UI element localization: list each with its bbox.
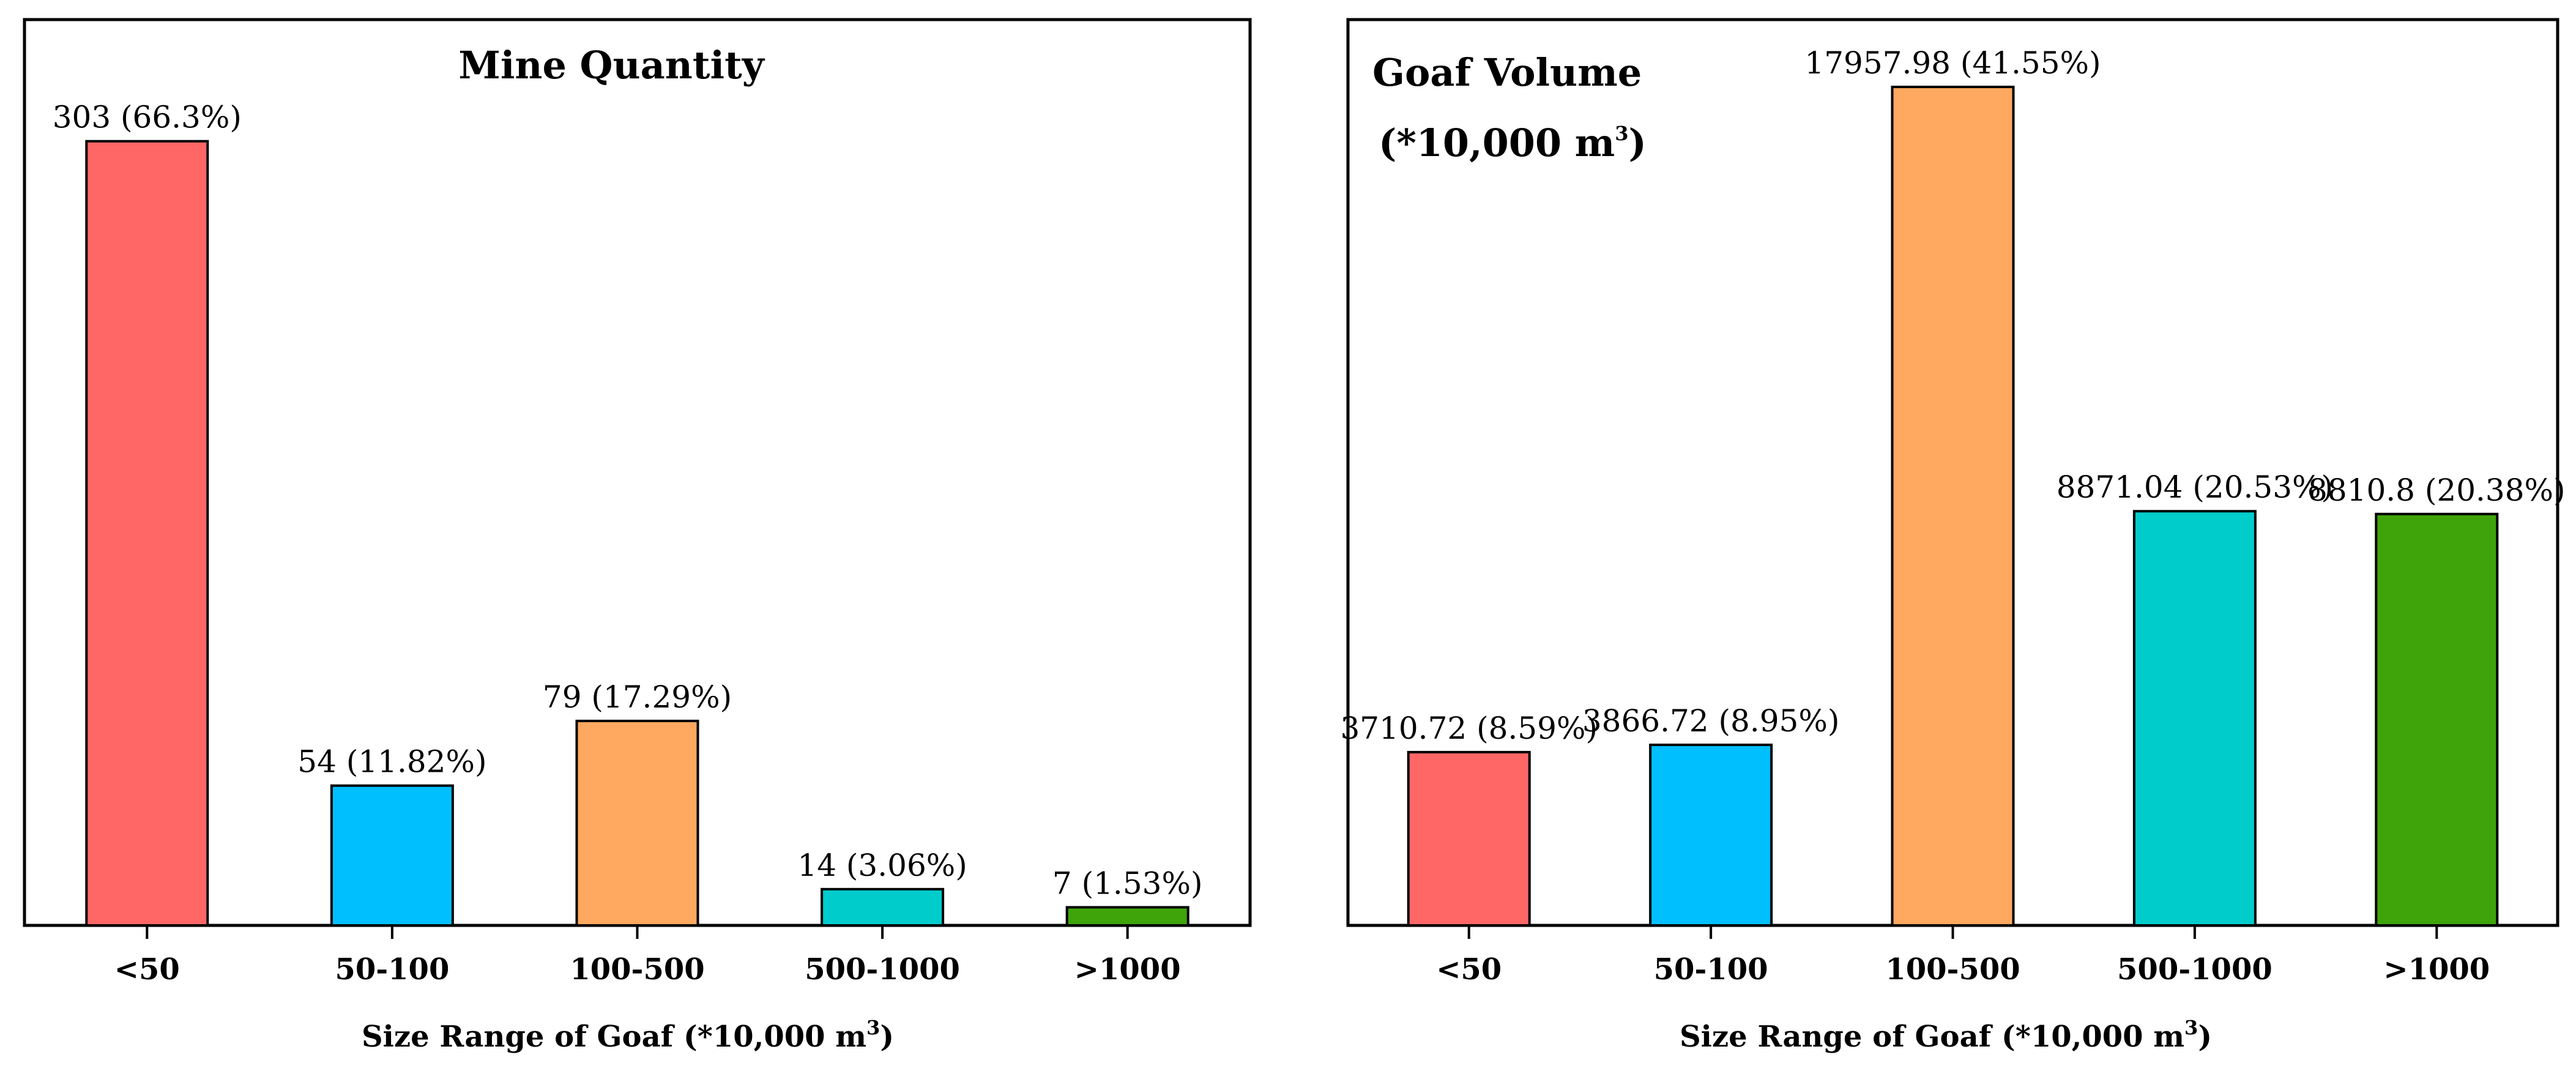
goaf-volume-value-label-lt-50: 3710.72 (8.59%) <box>1340 711 1598 746</box>
goaf-volume-bar-50-100 <box>1649 744 1773 927</box>
mine-quantity-category-label-100-500: 100-500 <box>570 952 704 987</box>
goaf-volume-x-axis-title: Size Range of Goaf (*10,000 m3) <box>1680 1016 2212 1054</box>
goaf-volume-value-label-100-500: 17957.98 (41.55%) <box>1804 45 2101 81</box>
mine-quantity-ticks <box>146 925 1129 939</box>
mine-quantity-category-label-gt-1000: >1000 <box>1074 952 1181 987</box>
goaf-volume-bar-500-1000 <box>2132 510 2257 927</box>
mine-quantity-value-label-gt-1000: 7 (1.53%) <box>1052 865 1203 901</box>
mine-quantity-value-label-lt-50: 303 (66.3%) <box>53 100 242 135</box>
goaf-volume-value-labels: 3710.72 (8.59%)3866.72 (8.95%) 17957.98 (… <box>1340 45 2565 746</box>
mine-quantity-bar-100-500 <box>575 719 699 927</box>
mine-quantity-category-labels: <50 50-100 100-500 500-1000 >1000 <box>114 952 1181 987</box>
mine-quantity-value-labels: 303 (66.3%) 54 (11.82%) 79 (17.29%) 14 (3.0… <box>53 100 1203 902</box>
mine-quantity-bar-gt-1000 <box>1065 906 1189 927</box>
mine-quantity-bar-500-1000 <box>821 887 945 927</box>
goaf-volume-category-label-500-1000: 500-1000 <box>2117 952 2273 987</box>
mine-quantity-title: Mine Quantity <box>458 43 765 88</box>
mine-quantity-value-label-100-500: 79 (17.29%) <box>543 679 732 715</box>
goaf-volume-unit-subtitle: (*10,000 m3) <box>1379 121 1647 165</box>
mine-quantity-category-label-50-100: 50-100 <box>335 952 449 987</box>
goaf-volume-title: Goaf Volume <box>1372 50 1642 95</box>
mine-quantity-category-label-500-1000: 500-1000 <box>805 952 960 987</box>
mine-quantity-panel: Mine Quantity 303 (66.3%) 54 (11.82%) 79 (… <box>23 18 1252 1054</box>
mine-quantity-category-label-lt-50: <50 <box>114 952 180 987</box>
goaf-volume-category-label-100-500: 100-500 <box>1885 952 2020 987</box>
mine-quantity-value-label-500-1000: 14 (3.06%) <box>797 848 967 883</box>
goaf-volume-category-label-lt-50: <50 <box>1436 952 1502 987</box>
goaf-volume-value-label-50-100: 3866.72 (8.95%) <box>1582 703 1840 739</box>
goaf-volume-bar-gt-1000 <box>2375 512 2499 927</box>
goaf-volume-value-label-500-1000: 8871.04 (20.53%) <box>2057 469 2333 505</box>
mine-quantity-bar-50-100 <box>330 784 454 927</box>
goaf-volume-category-label-gt-1000: >1000 <box>2383 952 2490 987</box>
goaf-volume-bar-100-500 <box>1891 86 2015 927</box>
mine-quantity-bars <box>85 140 1189 927</box>
goaf-volume-value-label-gt-1000: 8810.8 (20.38%) <box>2308 472 2566 508</box>
goaf-volume-bars <box>1407 86 2499 927</box>
mine-quantity-x-axis-title: Size Range of Goaf (*10,000 m3) <box>362 1016 894 1054</box>
goaf-volume-ticks <box>1467 925 2438 939</box>
goaf-volume-category-label-50-100: 50-100 <box>1654 952 1768 987</box>
goaf-volume-bar-lt-50 <box>1407 750 1531 927</box>
goaf-volume-panel: Goaf Volume (*10,000 m3) 3710.72 (8.59%)… <box>1340 18 2566 1054</box>
mine-quantity-value-label-50-100: 54 (11.82%) <box>297 744 486 780</box>
goaf-volume-category-labels: <50 50-100 100-500 500-1000 >1000 <box>1436 952 2490 987</box>
mine-quantity-bar-lt-50 <box>85 140 209 927</box>
